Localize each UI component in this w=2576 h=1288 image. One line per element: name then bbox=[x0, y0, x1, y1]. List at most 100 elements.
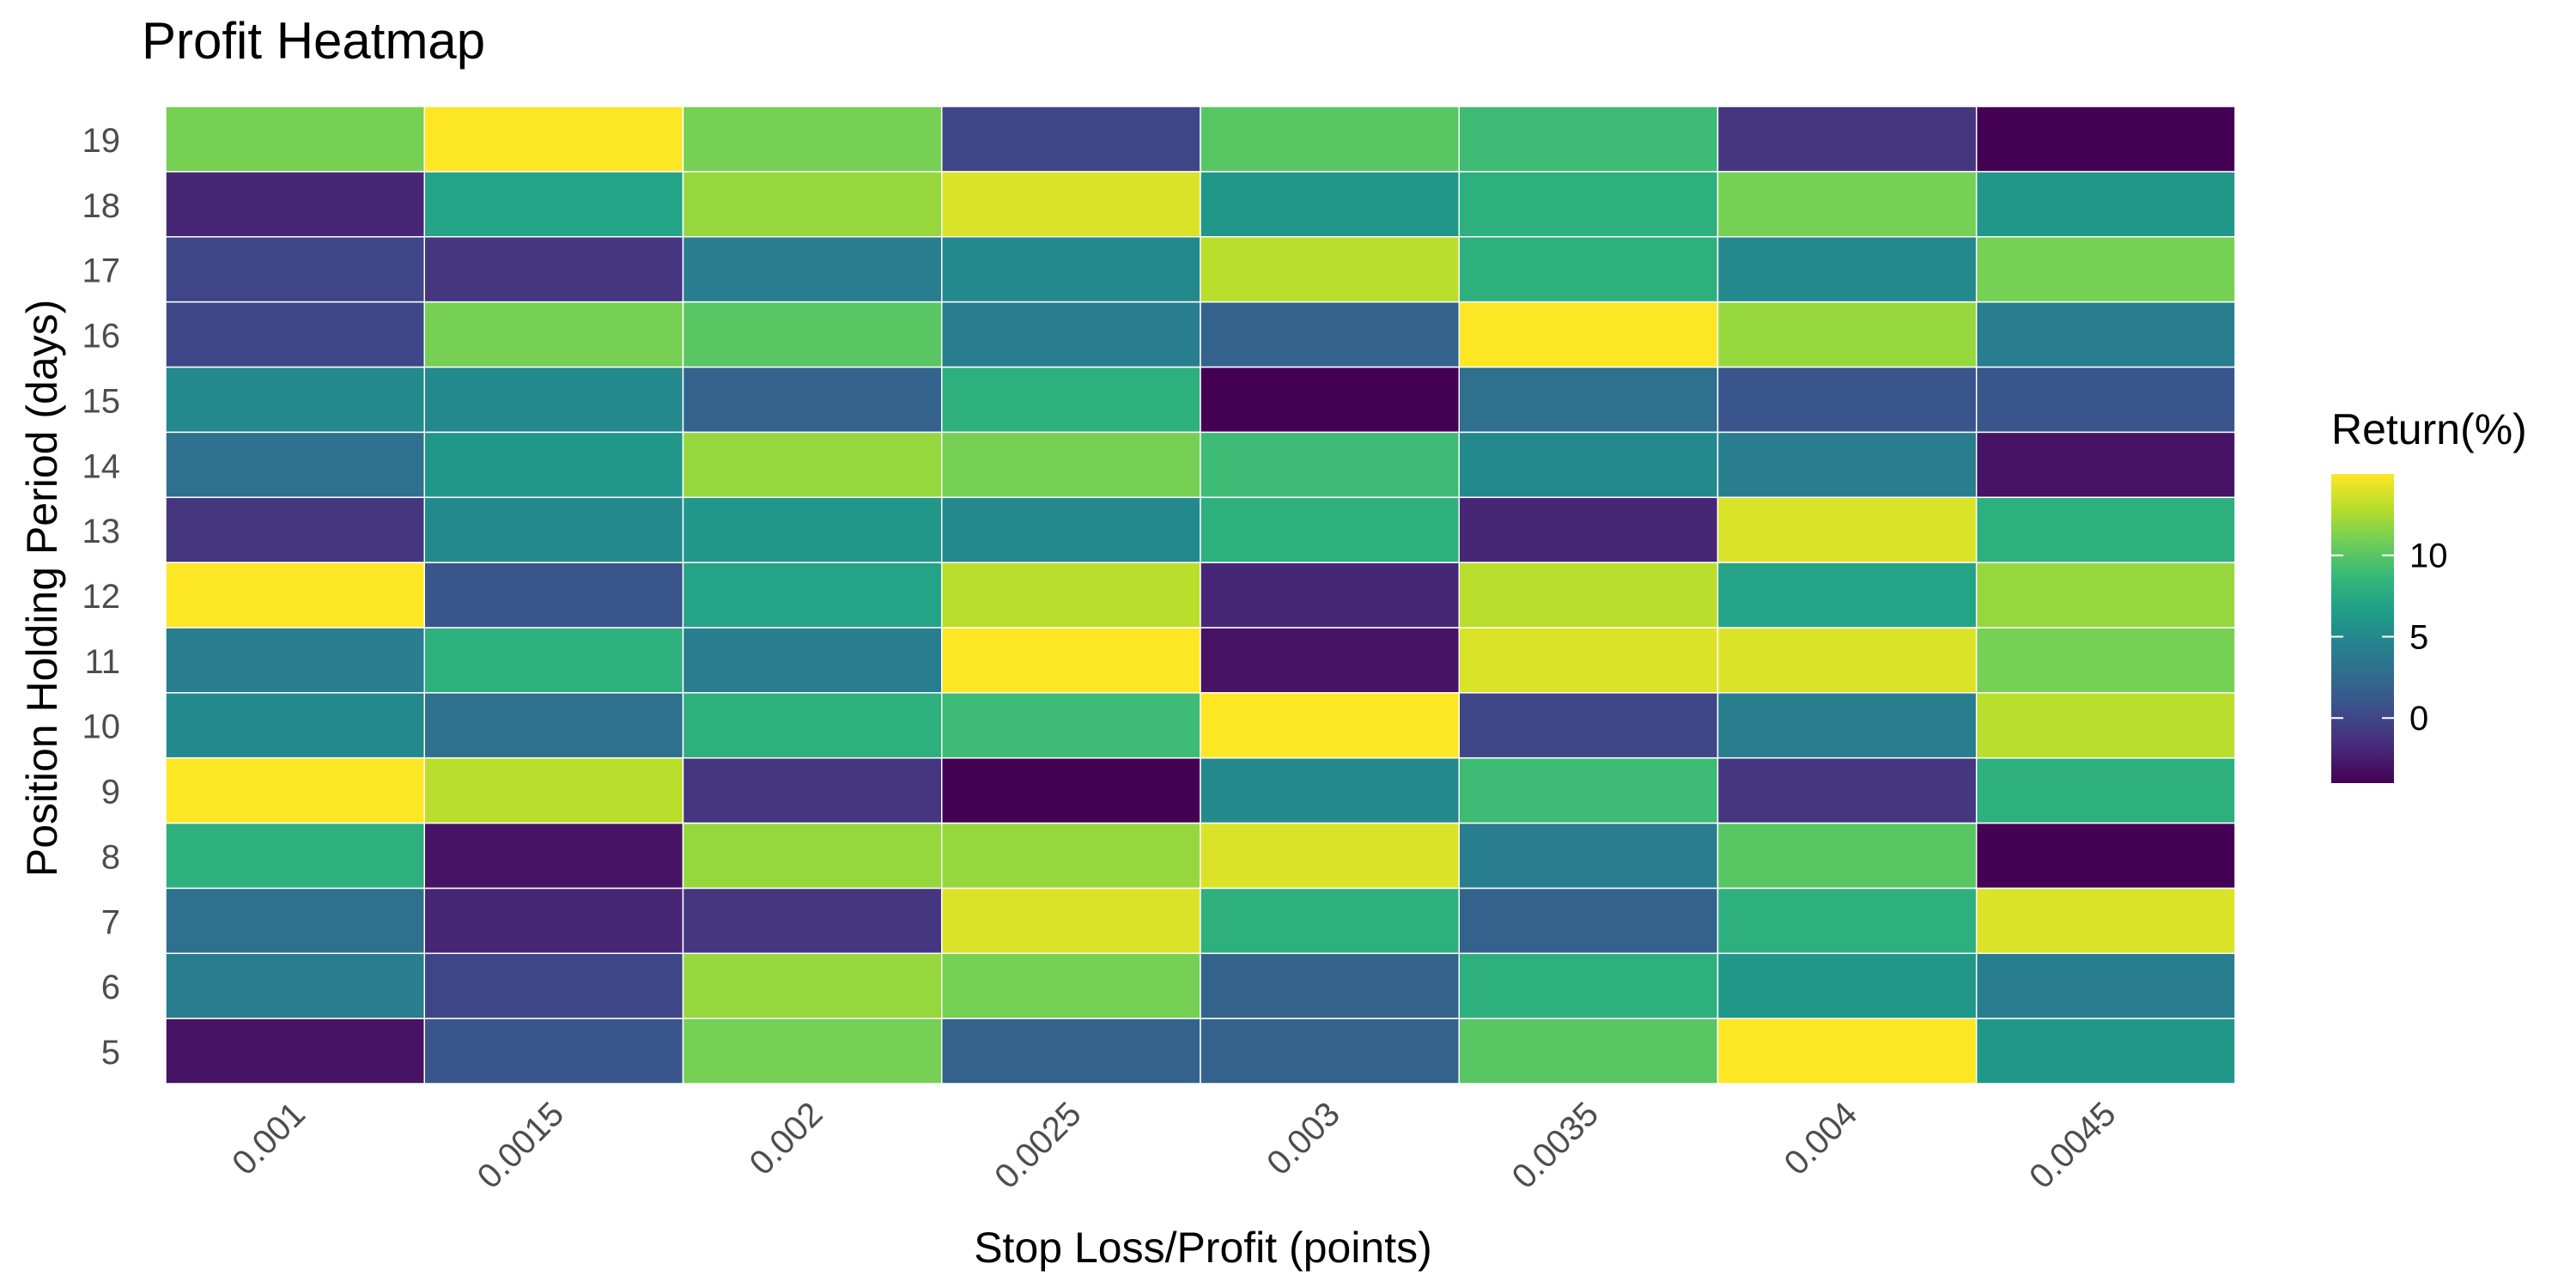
heatmap-cell bbox=[165, 952, 425, 1019]
heatmap-cell bbox=[1200, 1018, 1460, 1084]
heatmap-cell bbox=[423, 887, 684, 955]
heatmap-cell bbox=[1716, 952, 1978, 1019]
chart-title: Profit Heatmap bbox=[142, 12, 485, 70]
heatmap-cell bbox=[1458, 496, 1719, 563]
heatmap-cell bbox=[165, 627, 425, 694]
y-tick-label: 12 bbox=[82, 578, 121, 616]
heatmap-cell bbox=[1716, 431, 1978, 498]
heatmap-cell bbox=[1458, 692, 1719, 759]
heatmap-cell bbox=[1458, 952, 1719, 1019]
y-tick-label: 18 bbox=[82, 187, 121, 225]
heatmap-cell bbox=[1716, 562, 1978, 629]
heatmap-cell bbox=[1976, 431, 2236, 498]
heatmap-cell bbox=[165, 106, 425, 173]
x-tick-label: 0.0015 bbox=[471, 1095, 572, 1196]
x-tick-label: 0.0035 bbox=[1505, 1095, 1607, 1196]
heatmap-cell bbox=[1976, 562, 2236, 629]
x-tick-label: 0.0045 bbox=[2022, 1095, 2123, 1196]
y-axis-label: Position Holding Period (days) bbox=[18, 300, 66, 878]
heatmap-cell bbox=[1458, 366, 1719, 434]
heatmap-cell bbox=[1976, 171, 2236, 238]
heatmap-cell bbox=[165, 235, 425, 303]
heatmap-cell bbox=[941, 952, 1201, 1019]
heatmap-cell bbox=[1458, 171, 1719, 238]
heatmap-cell bbox=[682, 171, 943, 238]
heatmap-cell bbox=[1458, 431, 1719, 498]
heatmap-cell bbox=[1200, 366, 1460, 434]
heatmap-cell bbox=[1716, 235, 1978, 303]
heatmap-cell bbox=[165, 1018, 425, 1084]
x-tick-label: 0.0025 bbox=[987, 1095, 1089, 1196]
heatmap-cell bbox=[1976, 235, 2236, 303]
heatmap-cell bbox=[165, 431, 425, 498]
heatmap-cell bbox=[682, 496, 943, 563]
heatmap-cell bbox=[1976, 627, 2236, 694]
heatmap-cell bbox=[1976, 1018, 2236, 1084]
heatmap-cell bbox=[1716, 301, 1978, 368]
heatmap-cell bbox=[1458, 562, 1719, 629]
heatmap-cell bbox=[1200, 496, 1460, 563]
y-tick-label: 13 bbox=[82, 513, 121, 550]
heatmap-cell bbox=[1200, 106, 1460, 173]
heatmap-cell bbox=[423, 496, 684, 563]
heatmap-cell bbox=[682, 301, 943, 368]
heatmap-cell bbox=[165, 887, 425, 955]
heatmap-cell bbox=[682, 106, 943, 173]
y-tick-label: 5 bbox=[101, 1034, 120, 1072]
heatmap-cell bbox=[1716, 692, 1978, 759]
heatmap-cell bbox=[1200, 822, 1460, 890]
y-tick-label: 7 bbox=[101, 903, 120, 941]
heatmap-cell bbox=[682, 756, 943, 824]
y-tick-label: 9 bbox=[101, 774, 120, 811]
heatmap-cell bbox=[165, 692, 425, 759]
heatmap-cell bbox=[941, 692, 1201, 759]
colorbar-legend: Return(%) 0 5 10 bbox=[2331, 405, 2527, 783]
heatmap-cells bbox=[165, 106, 2236, 1084]
heatmap-cell bbox=[1716, 627, 1978, 694]
heatmap-cell bbox=[1716, 106, 1978, 173]
heatmap-cell bbox=[682, 562, 943, 629]
heatmap-cell bbox=[423, 171, 684, 238]
x-tick-label: 0.004 bbox=[1777, 1095, 1865, 1182]
y-tick-label: 15 bbox=[82, 382, 121, 420]
heatmap-cell bbox=[1200, 756, 1460, 824]
heatmap-cell bbox=[682, 431, 943, 498]
heatmap-cell bbox=[1458, 301, 1719, 368]
colorbar-title: Return(%) bbox=[2331, 405, 2527, 453]
heatmap-cell bbox=[682, 1018, 943, 1084]
heatmap-cell bbox=[1716, 171, 1978, 238]
heatmap-cell bbox=[1976, 301, 2236, 368]
heatmap-cell bbox=[1716, 822, 1978, 890]
heatmap-cell bbox=[165, 171, 425, 238]
heatmap-cell bbox=[1200, 887, 1460, 955]
heatmap-cell bbox=[1716, 887, 1978, 955]
heatmap-cell bbox=[423, 235, 684, 303]
heatmap-cell bbox=[1716, 366, 1978, 434]
heatmap-cell bbox=[1716, 756, 1978, 824]
heatmap-cell bbox=[941, 171, 1201, 238]
heatmap-cell bbox=[1200, 562, 1460, 629]
heatmap-cell bbox=[1458, 627, 1719, 694]
heatmap-cell bbox=[423, 692, 684, 759]
heatmap-cell bbox=[165, 822, 425, 890]
heatmap-cell bbox=[941, 756, 1201, 824]
colorbar-tick-label: 5 bbox=[2409, 618, 2428, 656]
heatmap-cell bbox=[682, 627, 943, 694]
x-tick-label: 0.002 bbox=[743, 1095, 830, 1182]
heatmap-cell bbox=[941, 106, 1201, 173]
heatmap-cell bbox=[1200, 301, 1460, 368]
heatmap-cell bbox=[1976, 756, 2236, 824]
heatmap-cell bbox=[423, 822, 684, 890]
heatmap-cell bbox=[941, 301, 1201, 368]
heatmap-cell bbox=[941, 887, 1201, 955]
heatmap-cell bbox=[682, 692, 943, 759]
heatmap-cell bbox=[423, 301, 684, 368]
x-tick-labels: 0.001 0.0015 0.002 0.0025 0.003 0.0035 0.004 0.… bbox=[225, 1095, 2123, 1196]
heatmap-cell bbox=[1458, 887, 1719, 955]
y-tick-label: 17 bbox=[82, 252, 121, 290]
colorbar-gradient bbox=[2331, 474, 2394, 783]
heatmap-cell bbox=[423, 1018, 684, 1084]
heatmap-cell bbox=[165, 301, 425, 368]
heatmap-cell bbox=[941, 822, 1201, 890]
